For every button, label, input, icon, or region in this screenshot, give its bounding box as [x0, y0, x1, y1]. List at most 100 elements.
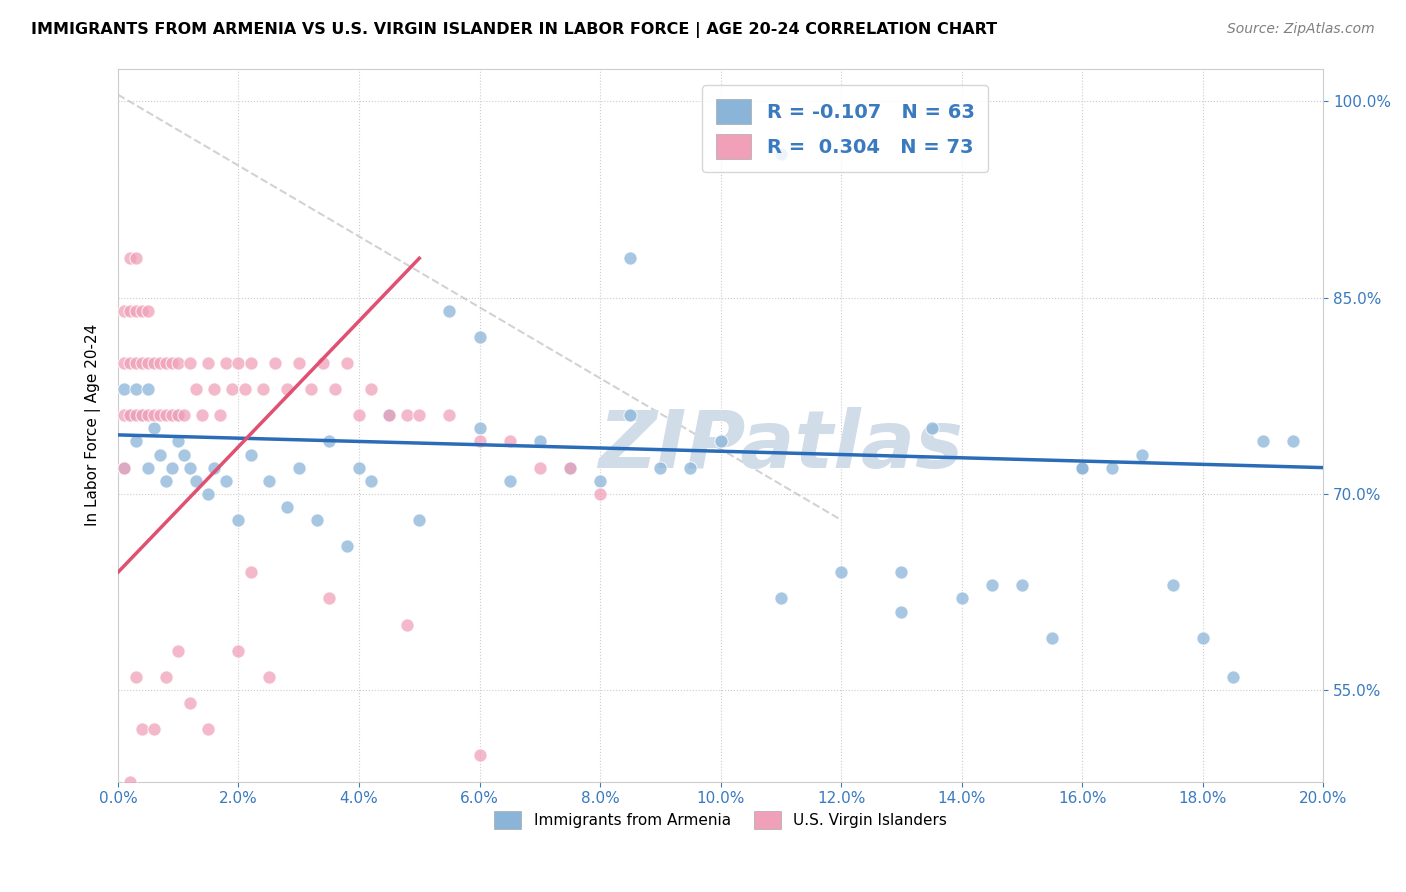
Y-axis label: In Labor Force | Age 20-24: In Labor Force | Age 20-24 — [86, 324, 101, 526]
Point — [125, 434, 148, 449]
Point — [160, 409, 183, 423]
Point — [252, 382, 274, 396]
Point — [378, 409, 401, 423]
Point — [125, 382, 148, 396]
Point — [228, 356, 250, 370]
Point — [228, 644, 250, 658]
Legend: Immigrants from Armenia, U.S. Virgin Islanders: Immigrants from Armenia, U.S. Virgin Isl… — [488, 805, 953, 835]
Point — [197, 487, 219, 501]
Point — [143, 421, 166, 435]
Point — [276, 500, 298, 514]
Point — [131, 303, 153, 318]
Point — [1132, 448, 1154, 462]
Point — [228, 513, 250, 527]
Point — [529, 434, 551, 449]
Point — [155, 409, 177, 423]
Point — [263, 356, 285, 370]
Point — [468, 434, 491, 449]
Point — [347, 460, 370, 475]
Point — [499, 474, 522, 488]
Point — [221, 382, 243, 396]
Point — [589, 487, 612, 501]
Point — [173, 409, 195, 423]
Point — [233, 382, 256, 396]
Point — [197, 356, 219, 370]
Point — [1191, 631, 1213, 645]
Point — [167, 356, 190, 370]
Point — [160, 460, 183, 475]
Point — [215, 356, 238, 370]
Point — [650, 460, 672, 475]
Point — [136, 303, 159, 318]
Point — [347, 409, 370, 423]
Point — [1040, 631, 1063, 645]
Point — [118, 409, 141, 423]
Point — [125, 356, 148, 370]
Point — [239, 448, 262, 462]
Point — [830, 566, 852, 580]
Point — [112, 303, 135, 318]
Point — [396, 409, 419, 423]
Point — [619, 252, 641, 266]
Point — [439, 409, 461, 423]
Point — [118, 409, 141, 423]
Point — [118, 303, 141, 318]
Point — [1282, 434, 1305, 449]
Point — [209, 409, 232, 423]
Point — [167, 409, 190, 423]
Point — [1071, 460, 1094, 475]
Point — [1011, 578, 1033, 592]
Text: ZIPatlas: ZIPatlas — [599, 408, 963, 485]
Point — [323, 382, 346, 396]
Point — [287, 356, 309, 370]
Point — [619, 409, 641, 423]
Point — [112, 460, 135, 475]
Point — [336, 539, 359, 553]
Point — [1251, 434, 1274, 449]
Text: Source: ZipAtlas.com: Source: ZipAtlas.com — [1227, 22, 1375, 37]
Point — [890, 605, 912, 619]
Point — [299, 382, 322, 396]
Point — [186, 474, 208, 488]
Point — [125, 670, 148, 684]
Point — [468, 330, 491, 344]
Point — [131, 723, 153, 737]
Point — [179, 356, 201, 370]
Point — [202, 460, 225, 475]
Point — [125, 252, 148, 266]
Point — [155, 474, 177, 488]
Point — [167, 644, 190, 658]
Point — [239, 566, 262, 580]
Point — [408, 409, 430, 423]
Point — [312, 356, 335, 370]
Point — [890, 566, 912, 580]
Point — [360, 474, 382, 488]
Point — [396, 617, 419, 632]
Point — [318, 434, 340, 449]
Point — [125, 409, 148, 423]
Point — [202, 382, 225, 396]
Point — [276, 382, 298, 396]
Point — [186, 382, 208, 396]
Point — [131, 409, 153, 423]
Point — [287, 460, 309, 475]
Point — [1071, 460, 1094, 475]
Point — [215, 474, 238, 488]
Point — [950, 591, 973, 606]
Point — [179, 696, 201, 710]
Point — [468, 421, 491, 435]
Point — [769, 146, 792, 161]
Point — [167, 409, 190, 423]
Point — [112, 382, 135, 396]
Point — [257, 670, 280, 684]
Point — [769, 591, 792, 606]
Point — [980, 578, 1002, 592]
Point — [136, 409, 159, 423]
Point — [143, 409, 166, 423]
Point — [378, 409, 401, 423]
Point — [155, 356, 177, 370]
Point — [118, 356, 141, 370]
Point — [305, 513, 328, 527]
Point — [173, 448, 195, 462]
Point — [179, 460, 201, 475]
